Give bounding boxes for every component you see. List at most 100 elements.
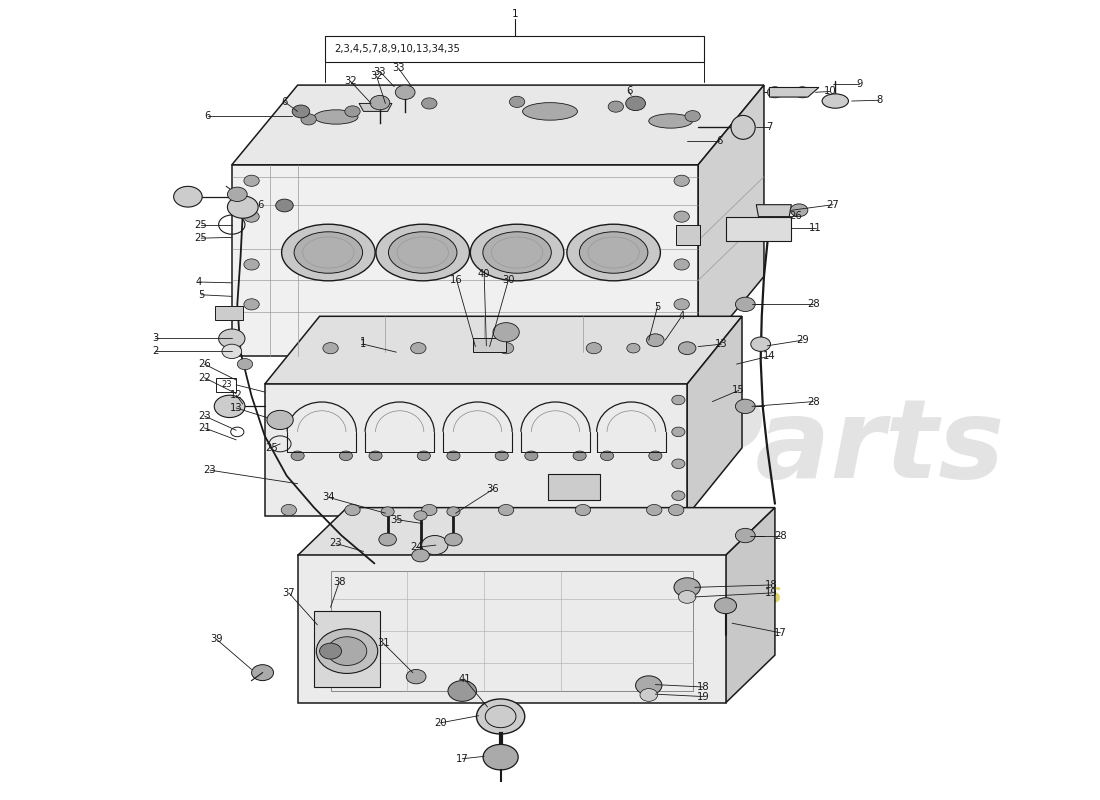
Ellipse shape [376,224,470,281]
Circle shape [320,643,341,659]
Text: 6: 6 [716,136,723,146]
Text: 13: 13 [230,403,242,413]
Text: 13: 13 [715,339,727,349]
Text: 16: 16 [450,275,463,286]
Circle shape [608,101,624,112]
Ellipse shape [522,102,578,120]
Circle shape [282,505,297,515]
Circle shape [252,665,274,681]
Circle shape [674,578,701,597]
Text: 28: 28 [774,530,786,541]
Text: 36: 36 [486,484,499,494]
Circle shape [649,451,662,461]
Text: 7: 7 [767,122,772,132]
Text: 33: 33 [393,63,405,74]
Circle shape [736,528,756,542]
Text: 33: 33 [374,66,386,77]
Circle shape [627,343,640,353]
Text: 12: 12 [230,390,243,400]
Circle shape [672,395,685,405]
Bar [217,378,236,392]
Text: 29: 29 [796,335,808,346]
Circle shape [370,95,389,110]
Text: 4: 4 [196,277,202,287]
Text: 6: 6 [205,111,211,121]
Circle shape [222,344,242,358]
Circle shape [647,334,664,346]
Polygon shape [298,508,774,555]
Circle shape [448,681,476,702]
Ellipse shape [483,232,551,274]
Bar [473,338,506,352]
Polygon shape [769,87,818,97]
Circle shape [411,549,429,562]
Circle shape [267,410,294,430]
Circle shape [244,298,260,310]
Circle shape [751,337,770,351]
Polygon shape [726,217,791,241]
Text: 17: 17 [774,628,786,638]
Circle shape [444,533,462,546]
Text: 5: 5 [654,302,661,312]
Polygon shape [726,508,774,703]
Circle shape [493,322,519,342]
Text: 19: 19 [697,691,710,702]
Circle shape [640,689,658,702]
Circle shape [228,187,248,202]
Circle shape [768,86,782,98]
Circle shape [715,598,737,614]
Text: 28: 28 [807,397,820,406]
Text: 22: 22 [198,373,211,382]
Polygon shape [359,103,392,111]
Ellipse shape [580,232,648,274]
Text: 6: 6 [257,201,264,210]
Text: Parts: Parts [682,394,1005,502]
Text: 25: 25 [195,220,208,230]
Text: 27: 27 [827,200,839,210]
Circle shape [679,342,696,354]
Polygon shape [298,555,726,703]
Circle shape [339,451,352,461]
Circle shape [421,505,437,515]
Circle shape [672,427,685,437]
Text: 35: 35 [390,514,403,525]
Text: 6: 6 [282,97,288,107]
Circle shape [685,110,701,122]
Circle shape [509,96,525,107]
Circle shape [636,676,662,695]
Circle shape [414,511,427,520]
Text: 2: 2 [152,346,158,355]
Text: 1: 1 [512,9,518,19]
Text: 23: 23 [198,411,211,421]
Circle shape [301,114,317,125]
Text: 23: 23 [330,538,342,549]
Text: 37: 37 [283,588,295,598]
Circle shape [575,505,591,515]
Text: 25: 25 [265,443,277,453]
Circle shape [410,342,426,354]
Text: 1: 1 [361,337,366,347]
Circle shape [674,259,690,270]
Circle shape [525,451,538,461]
Circle shape [736,297,756,311]
Circle shape [244,211,260,222]
Text: 39: 39 [210,634,223,644]
Circle shape [328,637,366,666]
Circle shape [219,329,245,348]
Text: 28: 28 [807,299,820,310]
Text: 32: 32 [371,71,383,82]
Circle shape [406,670,426,684]
Circle shape [672,491,685,501]
Text: 40: 40 [477,269,491,279]
Polygon shape [698,85,764,356]
Text: 38: 38 [333,577,345,586]
Circle shape [669,505,684,515]
Circle shape [292,451,305,461]
Ellipse shape [566,224,660,281]
Text: 26: 26 [790,211,802,221]
Circle shape [276,199,294,212]
Bar [676,225,701,245]
Circle shape [790,204,807,217]
Ellipse shape [315,110,358,124]
Polygon shape [232,85,764,165]
